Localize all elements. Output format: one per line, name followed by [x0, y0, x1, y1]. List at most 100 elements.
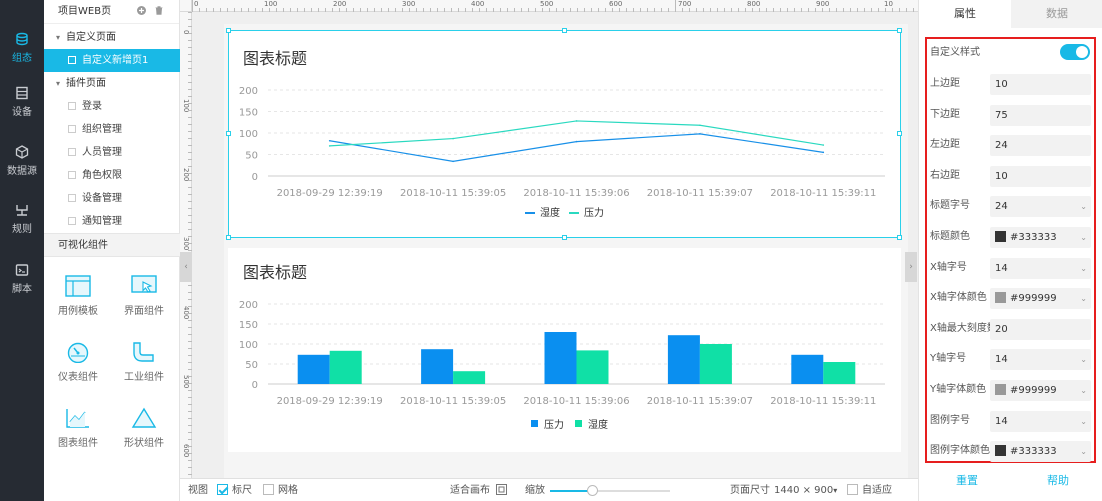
color-picker[interactable]: #333333 ⌄: [990, 441, 1091, 463]
tree-item-custom-page-1[interactable]: 自定义新增页1: [44, 49, 180, 72]
scroll-left-button[interactable]: ‹: [180, 252, 192, 282]
chart-title: 图表标题: [243, 49, 308, 68]
custom-style-toggle[interactable]: [1060, 44, 1090, 60]
color-picker[interactable]: #999999 ⌄: [990, 288, 1091, 310]
ruler-toggle[interactable]: 标尺: [217, 479, 252, 501]
nav-item-script[interactable]: 脚本: [0, 257, 44, 303]
ruler-tick: [892, 8, 893, 12]
component-template[interactable]: 用例模板: [48, 275, 108, 337]
page-surface[interactable]: 图表标题 200 150 100 50 0 2018-09-29 12:39:19 2018…: [224, 24, 908, 478]
y-tick-label: 100: [239, 129, 258, 140]
ruler-tick: [899, 8, 900, 12]
chevron-down-icon: ⌄: [1080, 447, 1087, 457]
component-industrial[interactable]: 工业组件: [114, 341, 174, 403]
help-link[interactable]: 帮助: [1047, 474, 1069, 487]
ruler-label: 700: [678, 0, 692, 8]
view-label: 视图: [188, 485, 208, 496]
property-input[interactable]: 24: [990, 135, 1091, 157]
triangle-icon: [131, 407, 157, 428]
property-select[interactable]: 24 ⌄: [990, 196, 1091, 218]
data-point: [822, 144, 825, 146]
ruler-tick: [188, 250, 192, 251]
ruler-tick: [188, 369, 192, 370]
ruler-tick: [598, 8, 599, 12]
grid-toggle[interactable]: 网格: [263, 479, 298, 501]
component-chart[interactable]: 图表组件: [48, 407, 108, 469]
color-picker[interactable]: #999999 ⌄: [990, 380, 1091, 401]
property-label: X轴字体颜色: [930, 292, 987, 304]
ruler-tick: [381, 8, 382, 12]
color-picker[interactable]: #333333 ⌄: [990, 227, 1091, 248]
property-select[interactable]: 14 ⌄: [990, 410, 1091, 432]
nav-item-scada[interactable]: 组态: [0, 26, 44, 72]
design-canvas[interactable]: 0 100 200 300 400 500 600 700 800 900 10 0 100 200 30…: [180, 0, 918, 478]
auto-fit-toggle[interactable]: 自适应: [847, 479, 892, 501]
ruler-tick: [188, 187, 192, 188]
tree-group-custom[interactable]: ▾ 自定义页面: [44, 26, 180, 49]
selection-frame: [228, 30, 901, 238]
resize-handle-sw[interactable]: [226, 235, 231, 240]
property-input[interactable]: 10: [990, 165, 1091, 187]
resize-handle-w[interactable]: [226, 131, 231, 136]
bar-chart-widget[interactable]: 图表标题 200 150 100 50 0 2018-09-29 12:39:19 2018…: [228, 248, 901, 452]
tree-item-staff[interactable]: 人员管理: [44, 141, 180, 164]
ruler-tick: [486, 8, 487, 12]
tree-item-device[interactable]: 设备管理: [44, 187, 180, 210]
ruler-tick: [878, 8, 879, 12]
component-shape[interactable]: 形状组件: [114, 407, 174, 469]
ruler-tick: [188, 152, 192, 153]
ruler-label: 900: [816, 0, 830, 8]
script-icon: [15, 264, 29, 276]
nav-label: 设备: [12, 107, 32, 118]
ruler-tick: [745, 8, 746, 12]
property-label: 标题颜色: [930, 231, 970, 242]
resize-handle-ne[interactable]: [897, 28, 902, 33]
tree-item-login[interactable]: 登录: [44, 95, 180, 118]
tab-data[interactable]: 数据: [1011, 0, 1102, 28]
bar: [544, 332, 577, 384]
tree-item-notify[interactable]: 通知管理: [44, 210, 180, 233]
line-chart-widget[interactable]: 图表标题 200 150 100 50 0 2018-09-29 12:39:19 2018…: [228, 30, 901, 238]
fit-canvas-button[interactable]: 适合画布: [450, 479, 508, 501]
ruler-tick: [283, 8, 284, 12]
ruler-tick: [766, 8, 767, 12]
tree-item-role[interactable]: 角色权限: [44, 164, 180, 187]
rule-icon: [16, 205, 28, 216]
property-select[interactable]: 14 ⌄: [990, 257, 1091, 279]
resize-handle-e[interactable]: [897, 131, 902, 136]
tree-item-org[interactable]: 组织管理: [44, 118, 180, 141]
custom-style-row: 自定义样式: [927, 41, 1094, 72]
nav-item-rules[interactable]: 规则: [0, 197, 44, 243]
x-tick-label: 2018-10-11 15:39:05: [400, 188, 506, 199]
resize-handle-nw[interactable]: [226, 28, 231, 33]
trash-icon[interactable]: [155, 6, 163, 15]
zoom-slider-knob[interactable]: [587, 485, 598, 496]
nav-item-device[interactable]: 设备: [0, 80, 44, 126]
y-tick-label: 50: [245, 151, 258, 162]
property-select[interactable]: 14 ⌄: [990, 349, 1091, 371]
reset-button[interactable]: 重置: [956, 474, 978, 487]
component-gauge[interactable]: 仪表组件: [48, 341, 108, 403]
nav-label: 脚本: [12, 284, 32, 295]
ruler-tick: [188, 362, 192, 363]
ruler-tick: [472, 8, 473, 12]
resize-handle-se[interactable]: [897, 235, 902, 240]
layers-icon: [16, 32, 28, 46]
nav-item-datasource[interactable]: 数据源: [0, 139, 44, 185]
ruler-tick: [395, 8, 396, 12]
tree-group-plugin[interactable]: ▾ 插件页面: [44, 72, 180, 95]
tab-attributes[interactable]: 属性: [919, 0, 1011, 28]
property-input[interactable]: 20: [990, 318, 1091, 340]
ruler-label: 500: [540, 0, 554, 8]
page-size-select[interactable]: 1440 × 900▾: [774, 485, 838, 496]
scroll-right-button[interactable]: ›: [905, 252, 917, 282]
resize-handle-s[interactable]: [562, 235, 567, 240]
zoom-slider-track[interactable]: [550, 490, 670, 492]
resize-handle-n[interactable]: [562, 28, 567, 33]
add-icon[interactable]: [136, 6, 146, 15]
property-value: 75: [995, 109, 1008, 121]
property-input[interactable]: 10: [990, 74, 1091, 95]
property-value: 24: [995, 201, 1008, 213]
component-ui[interactable]: 界面组件: [114, 275, 174, 337]
property-input[interactable]: 75: [990, 104, 1091, 126]
